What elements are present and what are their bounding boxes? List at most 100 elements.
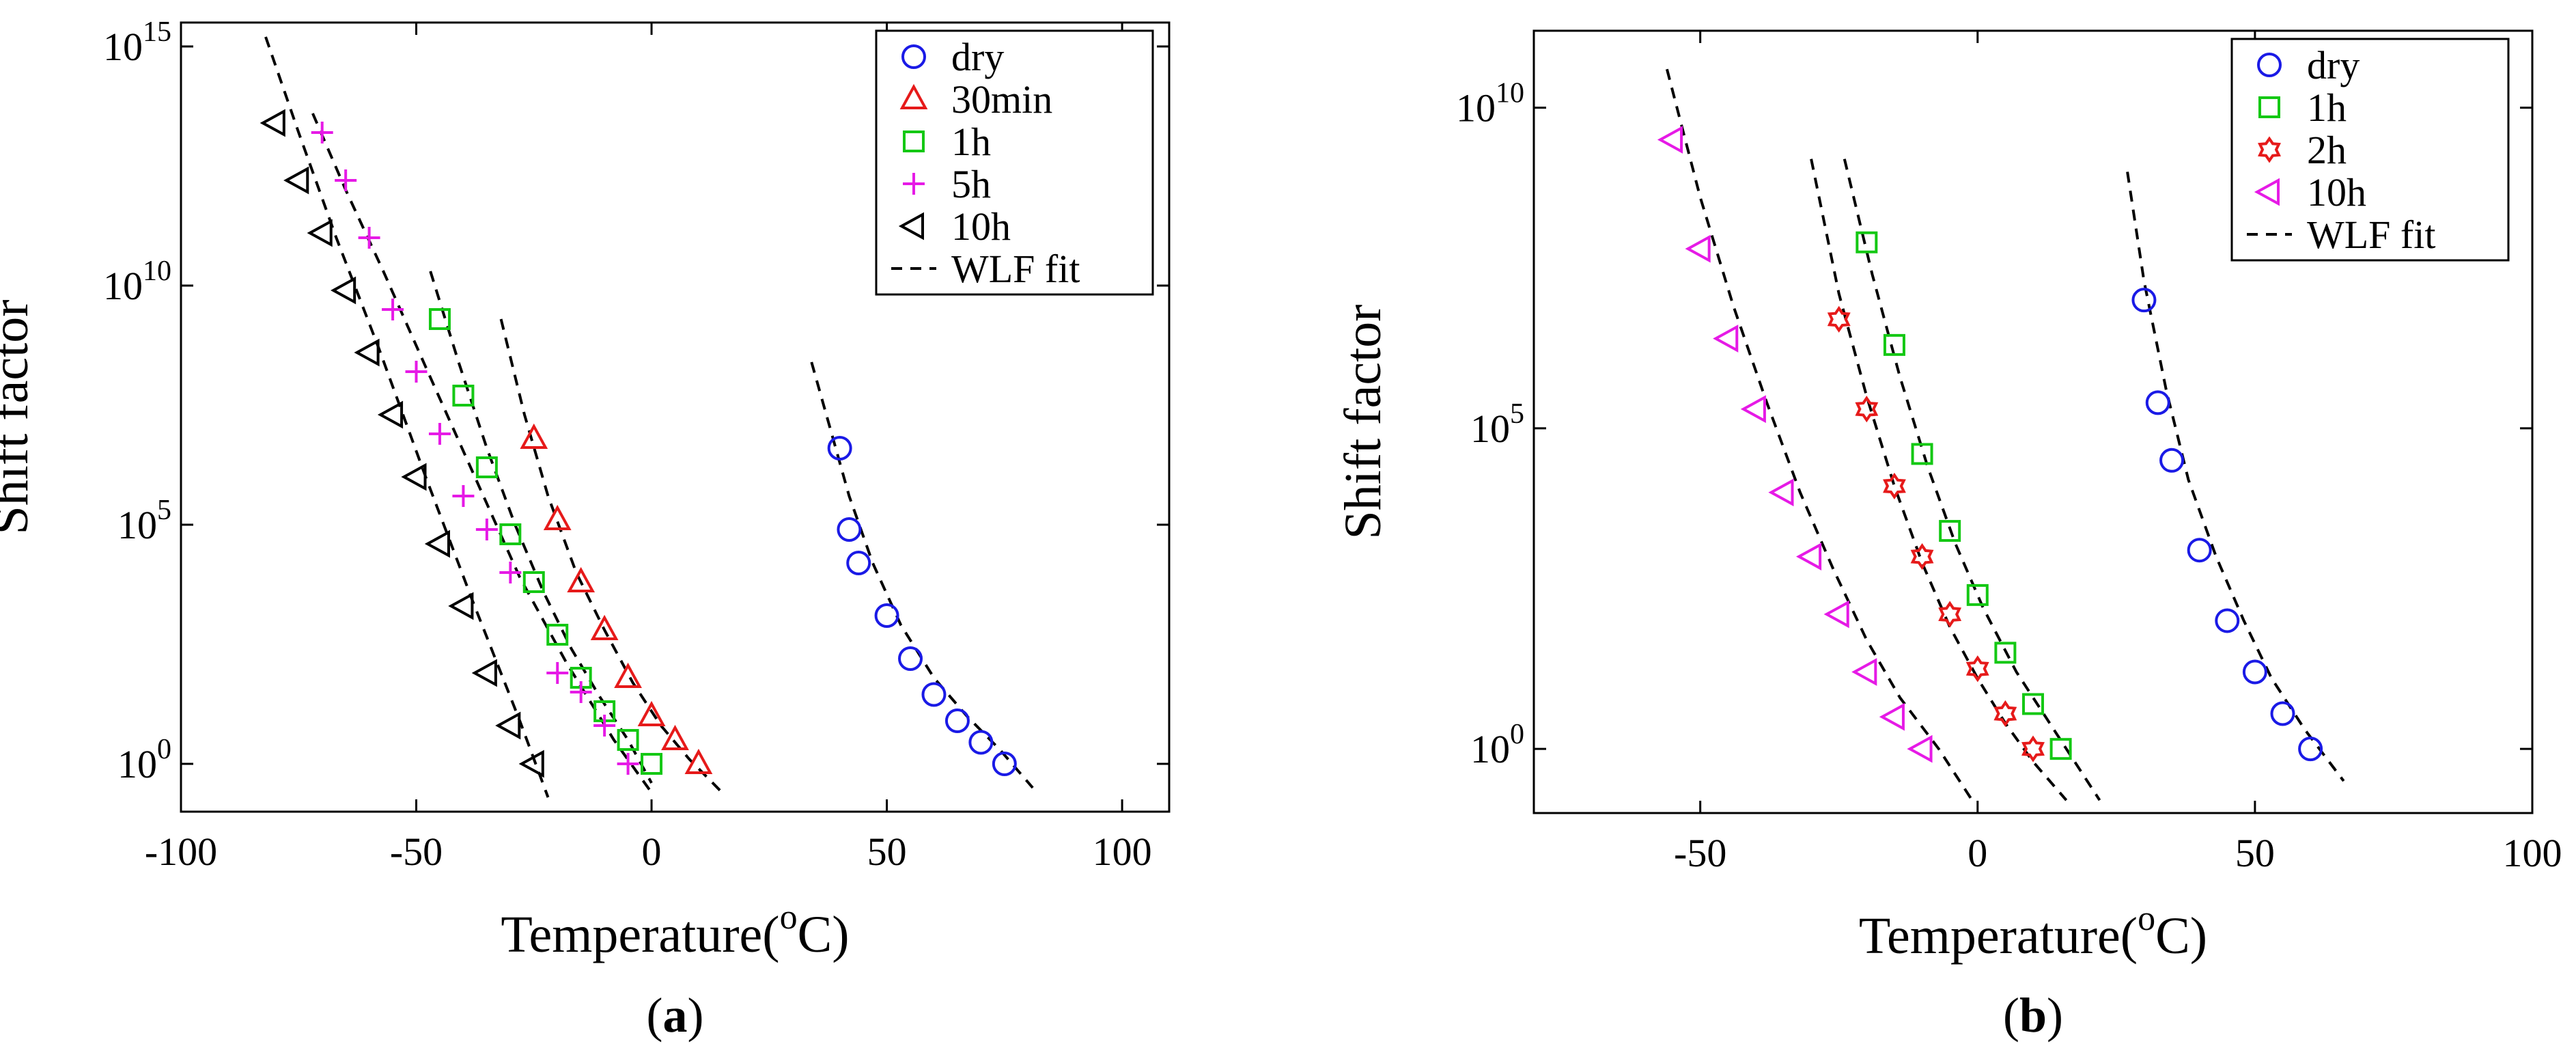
- data-point-2h: [1855, 396, 1879, 423]
- legend-entry-WLF fit: WLF fit: [951, 247, 1080, 291]
- x-tick-label: 0: [642, 829, 662, 874]
- wlf-fit-line: [311, 113, 653, 794]
- data-point-10h: [1879, 702, 1905, 731]
- panel-label: (b): [2003, 988, 2063, 1043]
- legend-marker-5h: [903, 173, 925, 195]
- data-point-30min: [684, 748, 713, 774]
- y-axis-title: Shift factor: [0, 299, 39, 534]
- data-point-10h: [401, 463, 427, 491]
- wlf-fit-line: [1843, 159, 2101, 801]
- plot-area-frame: [1532, 29, 2534, 814]
- data-point-10h: [354, 338, 380, 367]
- wlf-fit-line: [2126, 171, 2345, 782]
- data-point-10h: [1851, 658, 1877, 686]
- legend-marker-dry: [2257, 53, 2282, 77]
- data-point-10h: [1713, 325, 1739, 353]
- data-point-30min: [637, 700, 666, 726]
- data-point-10h: [448, 592, 474, 620]
- legend-marker-1h: [2258, 96, 2280, 118]
- x-tick-label: 50: [867, 829, 907, 874]
- data-point-30min: [567, 566, 596, 592]
- x-tick-label: -50: [1674, 831, 1726, 875]
- data-point-5h: [311, 122, 333, 143]
- panel-label: (a): [647, 988, 704, 1043]
- data-point-2h: [1910, 543, 1934, 570]
- data-point-1h: [2022, 693, 2044, 715]
- data-point-10h: [471, 659, 497, 687]
- data-point-5h: [452, 485, 475, 507]
- y-tick-label: 1010: [1456, 78, 1524, 130]
- x-tick-label: -100: [145, 829, 217, 874]
- wlf-fit-line: [264, 36, 550, 798]
- data-point-10h: [1823, 600, 1849, 629]
- data-point-10h: [495, 711, 521, 740]
- data-point-10h: [1685, 234, 1711, 263]
- data-point-2h: [1827, 305, 1851, 333]
- data-point-1h: [428, 308, 451, 330]
- wlf-fit-line: [1810, 159, 2068, 801]
- data-point-1h: [1939, 520, 1961, 542]
- x-tick-label: 0: [1968, 831, 1987, 875]
- wlf-fit-line: [810, 361, 1034, 789]
- wlf-fit-line: [429, 271, 653, 784]
- data-point-10h: [283, 166, 309, 195]
- data-point-10h: [331, 276, 356, 305]
- legend-marker-dry: [901, 44, 926, 69]
- legend-entry-dry: dry: [2307, 43, 2360, 87]
- data-point-dry: [898, 646, 923, 671]
- data-point-5h: [428, 423, 451, 445]
- data-point-dry: [2298, 737, 2323, 762]
- data-point-2h: [1938, 601, 1962, 628]
- data-point-1h: [2049, 738, 2072, 760]
- legend-entry-dry: dry: [951, 35, 1004, 79]
- x-tick-label: 100: [2503, 831, 2562, 875]
- y-tick-label: 100: [1470, 719, 1524, 771]
- data-point-5h: [475, 519, 498, 540]
- data-point-1h: [475, 456, 498, 478]
- data-point-dry: [2159, 448, 2185, 473]
- data-point-dry: [992, 752, 1017, 776]
- data-point-1h: [522, 571, 545, 593]
- legend-entry-10h: 10h: [2307, 170, 2366, 215]
- legend-box: [2230, 38, 2510, 262]
- wlf-fit-line: [1665, 68, 1974, 801]
- legend-entry-2h: 2h: [2307, 128, 2347, 172]
- data-point-1h: [452, 385, 475, 407]
- data-point-1h: [1911, 443, 1933, 465]
- legend-box: [875, 29, 1154, 296]
- legend-entry-1h: 1h: [2307, 85, 2347, 130]
- y-tick-label: 105: [1470, 398, 1524, 451]
- data-point-10h: [1907, 734, 1933, 763]
- data-point-10h: [1768, 478, 1794, 507]
- data-point-2h: [1965, 655, 1989, 683]
- data-point-1h: [1994, 642, 2017, 664]
- data-point-30min: [543, 504, 572, 530]
- data-point-30min: [614, 662, 642, 688]
- y-tick-label: 1010: [103, 256, 171, 308]
- data-point-5h: [335, 169, 357, 191]
- x-tick-label: 50: [2235, 831, 2275, 875]
- legend-entry-WLF fit: WLF fit: [2307, 212, 2435, 257]
- plot-area-frame: [180, 21, 1171, 813]
- legend-marker-2h: [2258, 136, 2281, 163]
- data-point-5h: [617, 753, 639, 775]
- data-point-5h: [382, 299, 404, 320]
- data-point-10h: [424, 530, 450, 558]
- data-point-dry: [2131, 288, 2157, 313]
- data-point-dry: [846, 551, 871, 575]
- data-point-30min: [661, 724, 689, 750]
- data-point-10h: [1657, 126, 1683, 154]
- data-point-dry: [2242, 659, 2267, 685]
- data-point-dry: [944, 709, 970, 733]
- x-axis-title: Temperature(oC): [1859, 899, 2207, 965]
- data-point-1h: [641, 753, 663, 775]
- data-point-10h: [377, 400, 404, 429]
- x-tick-label: -50: [390, 829, 443, 874]
- data-point-1h: [1856, 231, 1878, 253]
- data-point-dry: [2215, 608, 2240, 633]
- legend-marker-1h: [903, 130, 925, 152]
- y-axis-title: Shift factor: [1334, 304, 1392, 539]
- y-tick-label: 105: [117, 495, 171, 547]
